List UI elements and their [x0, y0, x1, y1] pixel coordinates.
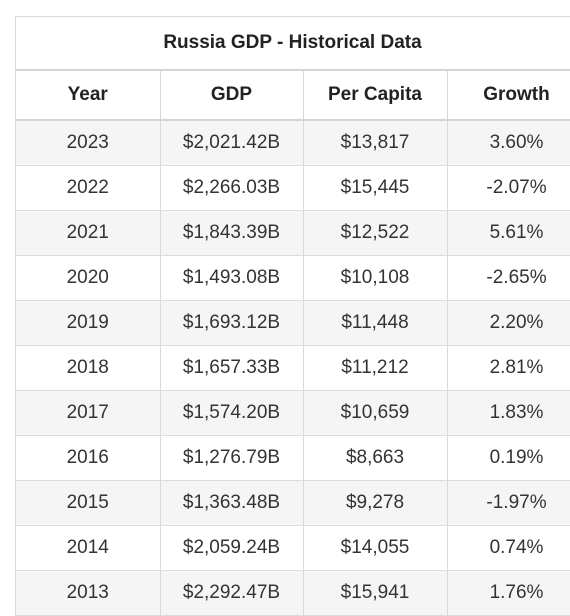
cell-per-capita: $11,448	[303, 300, 448, 346]
table-row: 2013 $2,292.47B $15,941 1.76%	[16, 570, 570, 616]
cell-year: 2016	[16, 435, 161, 481]
cell-growth: 1.83%	[447, 390, 570, 436]
cell-gdp: $1,276.79B	[160, 435, 304, 481]
cell-growth: -2.65%	[447, 255, 570, 301]
cell-growth: 2.20%	[447, 300, 570, 346]
cell-growth: 0.19%	[447, 435, 570, 481]
cell-year: 2023	[16, 120, 161, 166]
cell-per-capita: $10,659	[303, 390, 448, 436]
cell-gdp: $1,657.33B	[160, 345, 304, 391]
cell-year: 2018	[16, 345, 161, 391]
cell-gdp: $1,493.08B	[160, 255, 304, 301]
header-per-capita: Per Capita	[303, 71, 448, 121]
gdp-table-container: Russia GDP - Historical Data Year GDP Pe…	[15, 16, 570, 616]
cell-per-capita: $8,663	[303, 435, 448, 481]
cell-per-capita: $10,108	[303, 255, 448, 301]
cell-growth: 2.81%	[447, 345, 570, 391]
header-growth: Growth	[447, 71, 570, 121]
table-row: 2019 $1,693.12B $11,448 2.20%	[16, 300, 570, 346]
table-header-row: Year GDP Per Capita Growth	[16, 71, 570, 121]
cell-gdp: $1,843.39B	[160, 210, 304, 256]
cell-year: 2020	[16, 255, 161, 301]
cell-growth: -2.07%	[447, 165, 570, 211]
cell-gdp: $2,059.24B	[160, 525, 304, 571]
cell-growth: 1.76%	[447, 570, 570, 616]
cell-gdp: $1,574.20B	[160, 390, 304, 436]
cell-gdp: $1,693.12B	[160, 300, 304, 346]
cell-gdp: $2,266.03B	[160, 165, 304, 211]
table-row: 2016 $1,276.79B $8,663 0.19%	[16, 435, 570, 481]
cell-per-capita: $9,278	[303, 480, 448, 526]
cell-per-capita: $12,522	[303, 210, 448, 256]
cell-gdp: $2,292.47B	[160, 570, 304, 616]
cell-growth: 3.60%	[447, 120, 570, 166]
cell-per-capita: $11,212	[303, 345, 448, 391]
cell-year: 2017	[16, 390, 161, 436]
cell-year: 2022	[16, 165, 161, 211]
cell-year: 2013	[16, 570, 161, 616]
cell-growth: -1.97%	[447, 480, 570, 526]
cell-gdp: $1,363.48B	[160, 480, 304, 526]
table-title: Russia GDP - Historical Data	[16, 17, 570, 71]
header-year: Year	[16, 71, 161, 121]
table-row: 2023 $2,021.42B $13,817 3.60%	[16, 120, 570, 166]
gdp-history-table: Year GDP Per Capita Growth 2023 $2,021.42…	[16, 71, 570, 616]
cell-year: 2015	[16, 480, 161, 526]
cell-growth: 0.74%	[447, 525, 570, 571]
cell-per-capita: $15,941	[303, 570, 448, 616]
cell-year: 2019	[16, 300, 161, 346]
cell-growth: 5.61%	[447, 210, 570, 256]
cell-per-capita: $15,445	[303, 165, 448, 211]
table-row: 2021 $1,843.39B $12,522 5.61%	[16, 210, 570, 256]
cell-year: 2014	[16, 525, 161, 571]
table-row: 2015 $1,363.48B $9,278 -1.97%	[16, 480, 570, 526]
table-row: 2017 $1,574.20B $10,659 1.83%	[16, 390, 570, 436]
table-row: 2020 $1,493.08B $10,108 -2.65%	[16, 255, 570, 301]
header-gdp: GDP	[160, 71, 304, 121]
cell-year: 2021	[16, 210, 161, 256]
table-row: 2018 $1,657.33B $11,212 2.81%	[16, 345, 570, 391]
table-row: 2022 $2,266.03B $15,445 -2.07%	[16, 165, 570, 211]
cell-per-capita: $13,817	[303, 120, 448, 166]
cell-gdp: $2,021.42B	[160, 120, 304, 166]
table-row: 2014 $2,059.24B $14,055 0.74%	[16, 525, 570, 571]
cell-per-capita: $14,055	[303, 525, 448, 571]
